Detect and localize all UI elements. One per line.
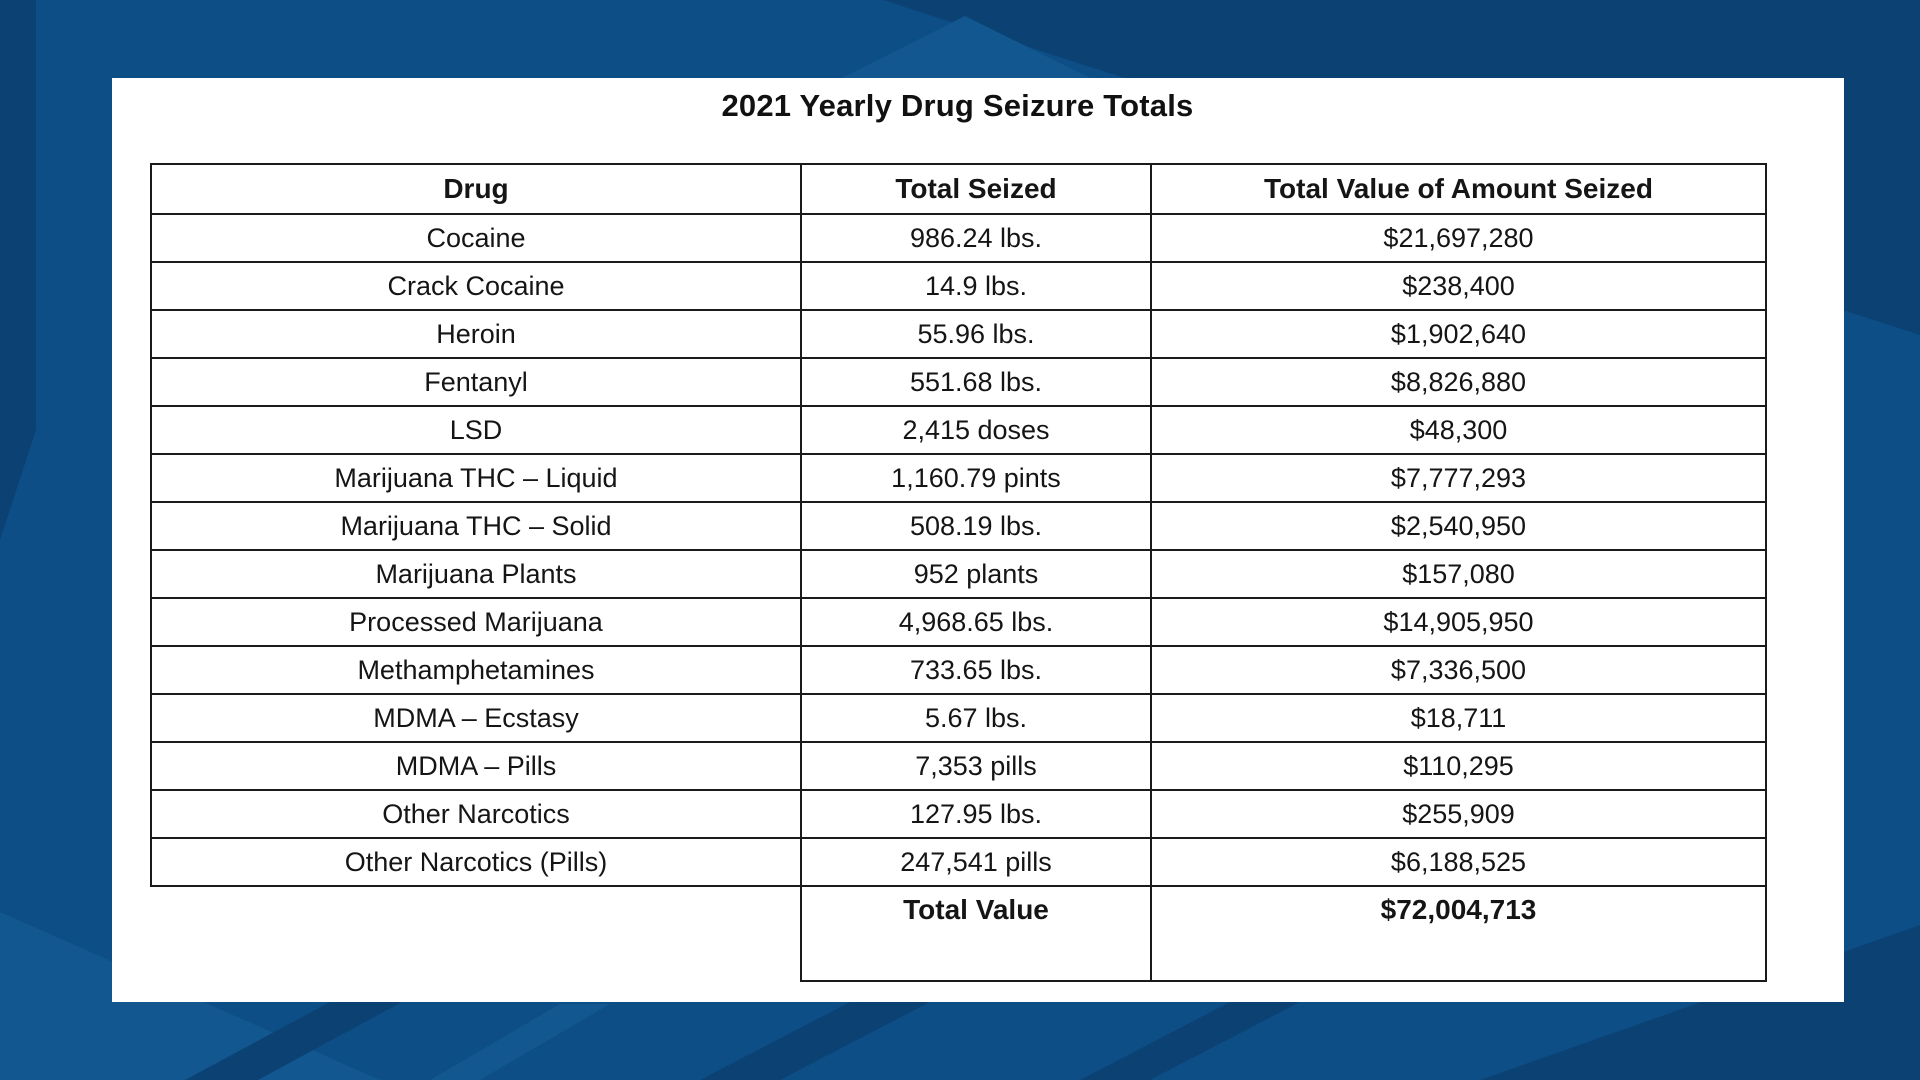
table-row: Processed Marijuana 4,968.65 lbs. $14,90… [150, 597, 1767, 647]
drug-cell: Fentanyl [150, 357, 802, 407]
value-cell: $110,295 [1150, 741, 1767, 791]
value-cell: $21,697,280 [1150, 213, 1767, 263]
table-header-row: Drug Total Seized Total Value of Amount … [150, 163, 1767, 215]
seized-cell: 508.19 lbs. [800, 501, 1152, 551]
seized-cell: 247,541 pills [800, 837, 1152, 887]
seized-cell: 952 plants [800, 549, 1152, 599]
drug-cell: MDMA – Ecstasy [150, 693, 802, 743]
drug-cell: Crack Cocaine [150, 261, 802, 311]
table-row: Heroin 55.96 lbs. $1,902,640 [150, 309, 1767, 359]
drug-seizure-table: Drug Total Seized Total Value of Amount … [150, 163, 1767, 982]
value-cell: $238,400 [1150, 261, 1767, 311]
value-cell: $2,540,950 [1150, 501, 1767, 551]
seized-cell: 733.65 lbs. [800, 645, 1152, 695]
seized-cell: 551.68 lbs. [800, 357, 1152, 407]
value-cell: $6,188,525 [1150, 837, 1767, 887]
total-row-empty-cell [151, 886, 802, 981]
seized-cell: 127.95 lbs. [800, 789, 1152, 839]
value-cell: $48,300 [1150, 405, 1767, 455]
drug-cell: LSD [150, 405, 802, 455]
seized-cell: 7,353 pills [800, 741, 1152, 791]
column-header-total-value: Total Value of Amount Seized [1150, 163, 1767, 215]
drug-cell: Cocaine [150, 213, 802, 263]
table-total-row: Total Value $72,004,713 [151, 885, 1767, 982]
page-title: 2021 Yearly Drug Seizure Totals [721, 88, 1194, 123]
column-header-total-seized: Total Seized [800, 163, 1152, 215]
value-cell: $255,909 [1150, 789, 1767, 839]
table-row: Cocaine 986.24 lbs. $21,697,280 [150, 213, 1767, 263]
value-cell: $7,777,293 [1150, 453, 1767, 503]
table-row: Marijuana Plants 952 plants $157,080 [150, 549, 1767, 599]
drug-cell: Processed Marijuana [150, 597, 802, 647]
table-row: MDMA – Ecstasy 5.67 lbs. $18,711 [150, 693, 1767, 743]
seized-cell: 4,968.65 lbs. [800, 597, 1152, 647]
table-row: Marijuana THC – Liquid 1,160.79 pints $7… [150, 453, 1767, 503]
value-cell: $14,905,950 [1150, 597, 1767, 647]
drug-cell: Methamphetamines [150, 645, 802, 695]
total-label-cell: Total Value [800, 885, 1152, 982]
drug-cell: Other Narcotics [150, 789, 802, 839]
seized-cell: 1,160.79 pints [800, 453, 1152, 503]
seized-cell: 986.24 lbs. [800, 213, 1152, 263]
seized-cell: 5.67 lbs. [800, 693, 1152, 743]
drug-cell: Marijuana THC – Liquid [150, 453, 802, 503]
value-cell: $157,080 [1150, 549, 1767, 599]
table-row: Fentanyl 551.68 lbs. $8,826,880 [150, 357, 1767, 407]
value-cell: $7,336,500 [1150, 645, 1767, 695]
drug-cell: Other Narcotics (Pills) [150, 837, 802, 887]
table-row: Marijuana THC – Solid 508.19 lbs. $2,540… [150, 501, 1767, 551]
table-row: Other Narcotics (Pills) 247,541 pills $6… [150, 837, 1767, 887]
drug-cell: Heroin [150, 309, 802, 359]
seized-cell: 55.96 lbs. [800, 309, 1152, 359]
value-cell: $1,902,640 [1150, 309, 1767, 359]
seized-cell: 14.9 lbs. [800, 261, 1152, 311]
value-cell: $18,711 [1150, 693, 1767, 743]
table-row: Methamphetamines 733.65 lbs. $7,336,500 [150, 645, 1767, 695]
table-row: LSD 2,415 doses $48,300 [150, 405, 1767, 455]
total-value-cell: $72,004,713 [1150, 885, 1767, 982]
table-row: MDMA – Pills 7,353 pills $110,295 [150, 741, 1767, 791]
content-card: 2021 Yearly Drug Seizure Totals Drug Tot… [112, 78, 1844, 1002]
column-header-drug: Drug [150, 163, 802, 215]
drug-cell: Marijuana Plants [150, 549, 802, 599]
seized-cell: 2,415 doses [800, 405, 1152, 455]
drug-cell: MDMA – Pills [150, 741, 802, 791]
value-cell: $8,826,880 [1150, 357, 1767, 407]
drug-cell: Marijuana THC – Solid [150, 501, 802, 551]
table-row: Crack Cocaine 14.9 lbs. $238,400 [150, 261, 1767, 311]
table-row: Other Narcotics 127.95 lbs. $255,909 [150, 789, 1767, 839]
